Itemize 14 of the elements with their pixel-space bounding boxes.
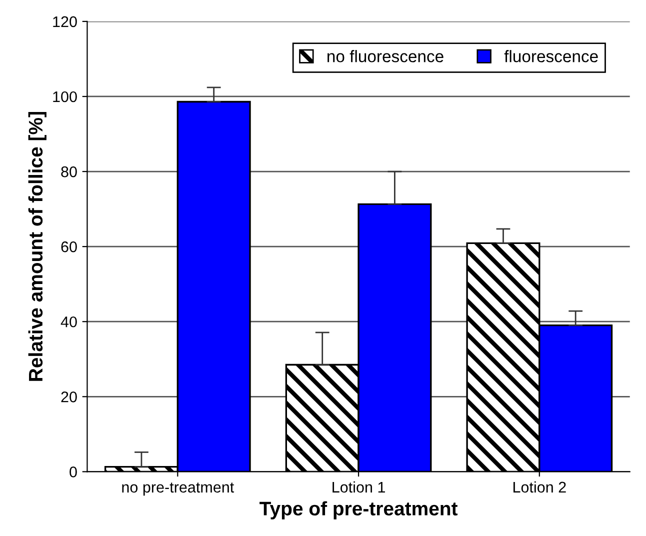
legend-label: fluorescence bbox=[504, 50, 598, 62]
legend-label: no fluorescence bbox=[328, 50, 444, 62]
x-tick-label: no pre-treatment bbox=[122, 482, 234, 496]
x-tick-label: Lotion 1 bbox=[332, 481, 385, 493]
x-tick-label: Lotion 2 bbox=[513, 481, 566, 493]
y-axis-title: Relative amount of follice [%] bbox=[28, 112, 46, 381]
y-tick-label: 20 bbox=[61, 392, 77, 402]
y-tick-label: 100 bbox=[53, 91, 77, 102]
y-tick-label: 120 bbox=[53, 16, 77, 28]
y-tick-label: 40 bbox=[60, 316, 77, 328]
y-tick-label: 60 bbox=[61, 241, 77, 252]
y-tick-label: 80 bbox=[61, 166, 77, 178]
y-tick-label: 0 bbox=[70, 466, 77, 478]
x-axis-title: Type of pre-treatment bbox=[260, 501, 458, 520]
